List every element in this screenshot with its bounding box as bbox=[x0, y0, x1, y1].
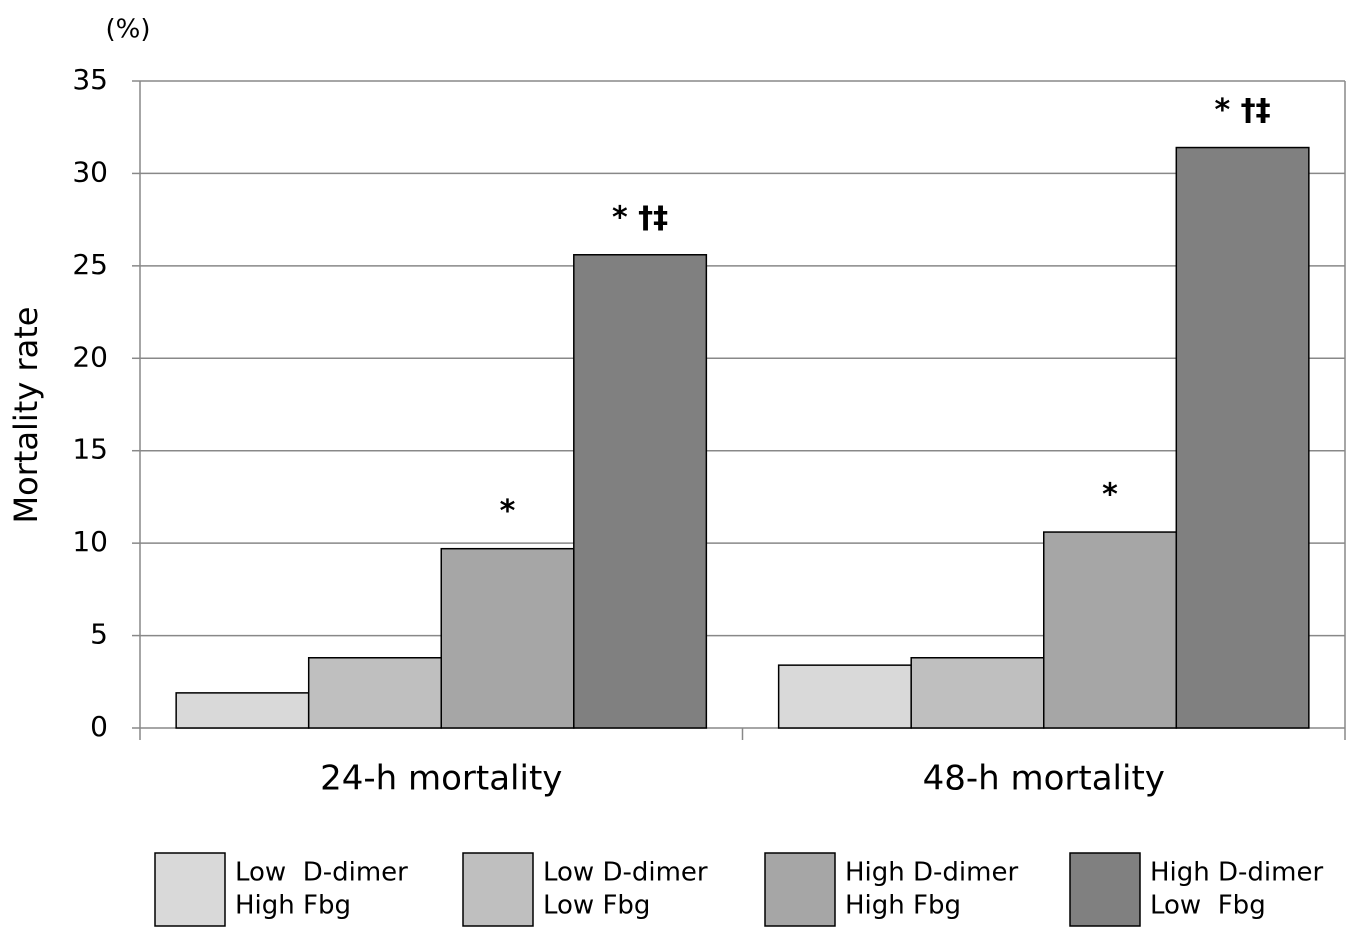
annotation: * bbox=[500, 494, 516, 529]
legend-swatch bbox=[154, 852, 226, 927]
bar bbox=[1043, 531, 1178, 729]
bar bbox=[910, 657, 1045, 729]
y-tick-label: 5 bbox=[90, 618, 108, 651]
bar bbox=[175, 692, 310, 729]
legend-label: High Fbg bbox=[235, 891, 351, 921]
x-tick-label: 24-h mortality bbox=[320, 759, 562, 799]
bar bbox=[777, 664, 912, 729]
y-tick-label: 35 bbox=[72, 63, 108, 96]
bar bbox=[573, 254, 708, 729]
y-tick-label: 15 bbox=[72, 433, 108, 466]
bar bbox=[1175, 146, 1310, 729]
annotation: * †‡ bbox=[1215, 93, 1271, 128]
annotation: * †‡ bbox=[612, 200, 668, 235]
legend-swatch bbox=[764, 852, 836, 927]
legend-label: Low D-dimer bbox=[543, 858, 708, 888]
bar bbox=[440, 547, 575, 729]
y-tick-label: 20 bbox=[72, 340, 108, 373]
bar bbox=[307, 657, 443, 729]
legend-label: Low D-dimer bbox=[235, 858, 408, 888]
legend-swatch bbox=[1069, 852, 1141, 927]
legend-label: Low Fbg bbox=[543, 891, 650, 921]
y-axis-label: Mortality rate bbox=[7, 307, 45, 524]
legend-label: High D-dimer bbox=[1150, 858, 1323, 888]
legend-label: High D-dimer bbox=[845, 858, 1018, 888]
y-tick-label: 25 bbox=[72, 248, 108, 281]
y-tick-label: 10 bbox=[72, 525, 108, 558]
x-tick-label: 48-h mortality bbox=[923, 759, 1165, 799]
y-unit: (%) bbox=[106, 15, 151, 45]
legend-label: Low Fbg bbox=[1150, 891, 1266, 921]
legend-swatch bbox=[462, 852, 534, 927]
y-tick-label: 30 bbox=[72, 155, 108, 188]
y-tick-label: 0 bbox=[90, 710, 108, 743]
legend-label: High Fbg bbox=[845, 891, 961, 921]
annotation: * bbox=[1102, 478, 1118, 513]
